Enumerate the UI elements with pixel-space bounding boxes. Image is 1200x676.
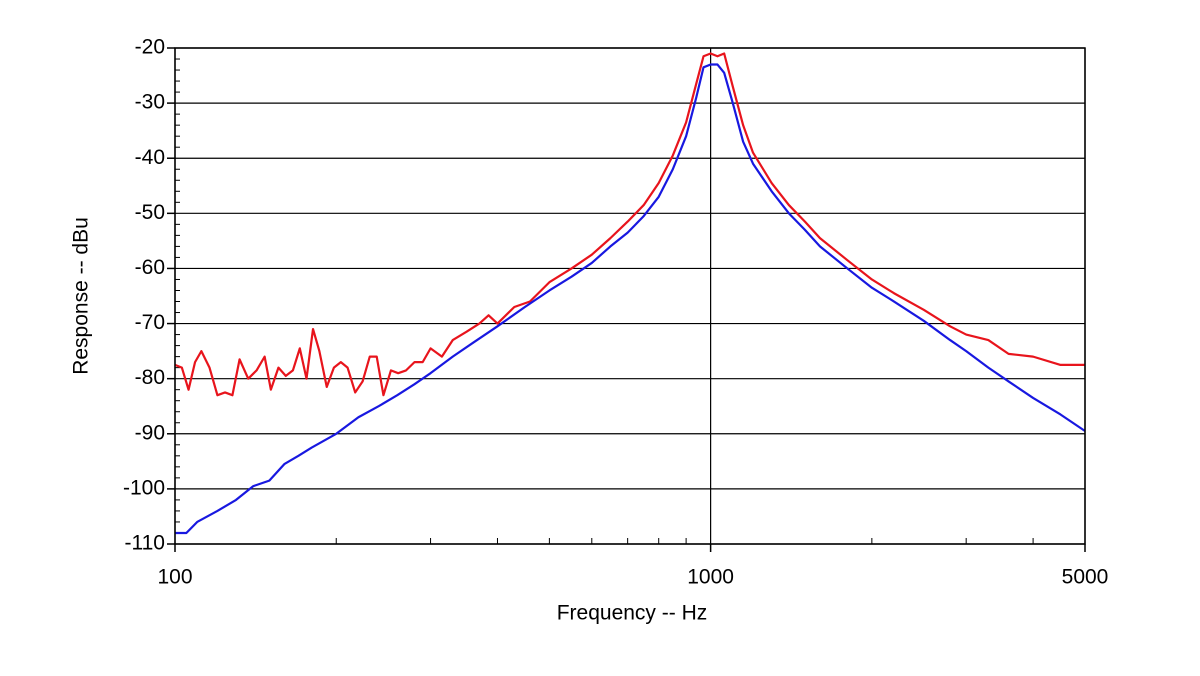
y-tick-label: -80	[135, 366, 165, 389]
y-tick-label: -60	[135, 256, 165, 279]
y-tick-label: -40	[135, 146, 165, 169]
x-tick-label: 1000	[687, 566, 734, 589]
y-axis-label: Response -- dBu	[70, 217, 93, 375]
x-tick-label: 5000	[1062, 566, 1109, 589]
y-tick-label: -110	[125, 532, 165, 555]
x-tick-label: 100	[157, 566, 192, 589]
series-line	[175, 63, 1086, 535]
y-tick-label: -100	[123, 476, 165, 499]
series-line	[174, 52, 1085, 397]
y-tick-label: -70	[135, 311, 165, 334]
x-axis-label: Frequency -- Hz	[557, 602, 708, 625]
y-tick-label: -50	[135, 201, 165, 224]
y-tick-label: -30	[135, 91, 165, 114]
y-tick-label: -20	[135, 36, 165, 59]
y-tick-label: -90	[135, 421, 165, 444]
plot-frame	[174, 47, 1086, 545]
